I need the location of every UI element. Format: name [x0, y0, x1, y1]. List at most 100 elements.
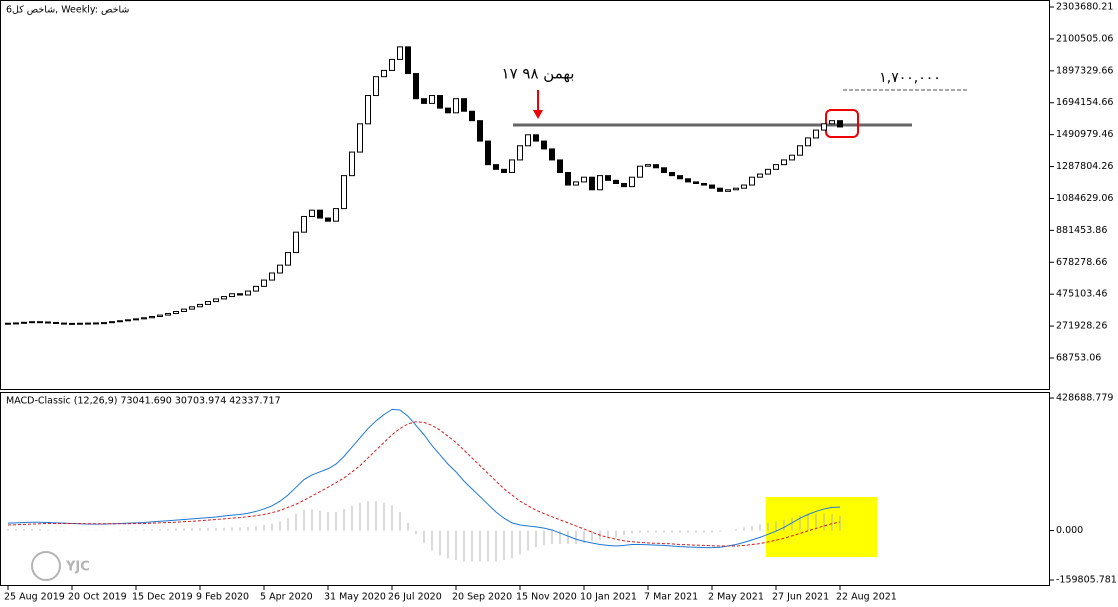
annotation: ۱۷ بهمن ۹۸ [502, 65, 575, 83]
macd-line [7, 408, 841, 549]
candle [541, 140, 547, 150]
candle [477, 120, 483, 142]
candle [421, 98, 427, 104]
candle [373, 76, 379, 97]
candle [37, 321, 43, 324]
candle [693, 181, 699, 184]
candle [365, 95, 371, 125]
y-tick-label: 1694154.66 [1056, 97, 1113, 108]
candle [765, 168, 771, 175]
candle [357, 123, 363, 153]
candle [453, 98, 459, 114]
candle [661, 167, 667, 173]
candle [237, 293, 243, 296]
y-tick-label: 0.000 [1056, 525, 1083, 536]
candle [117, 320, 123, 323]
candle [557, 159, 563, 173]
candle [797, 145, 803, 156]
candle [293, 231, 299, 254]
candle [349, 151, 355, 177]
candle [429, 95, 435, 104]
logo-icon [31, 551, 61, 581]
candle [325, 217, 331, 222]
candle [85, 322, 91, 325]
candle [757, 173, 763, 178]
candle [645, 164, 651, 167]
y-tick-label: 2100505.06 [1056, 33, 1113, 44]
y-tick-label: 1084629.06 [1056, 193, 1113, 204]
candle [445, 107, 451, 114]
x-tick-label: 25 Aug 2019 [4, 592, 65, 603]
candle [573, 181, 579, 186]
price-pane [0, 0, 1050, 390]
candle [93, 322, 99, 325]
candle [509, 159, 515, 173]
candle [261, 279, 267, 287]
x-tick-label: 15 Dec 2019 [132, 592, 193, 603]
candle [469, 110, 475, 122]
candle [749, 176, 755, 186]
candle [741, 184, 747, 189]
x-tick-label: 7 Mar 2021 [644, 592, 698, 603]
candle [405, 46, 411, 75]
candle [829, 120, 835, 125]
candle [389, 58, 395, 71]
logo: YJC [31, 551, 90, 581]
candle [493, 164, 499, 170]
candle [133, 318, 139, 321]
y-tick-label: 475103.46 [1056, 289, 1107, 300]
arrow-head [533, 110, 543, 119]
x-tick-label: 9 Feb 2020 [196, 592, 249, 603]
y-tick-label: 881453.86 [1056, 225, 1107, 236]
candle [45, 321, 51, 324]
candle [837, 120, 843, 128]
x-tick-label: 5 Apr 2020 [260, 592, 313, 603]
candle [269, 272, 275, 281]
candle [653, 164, 659, 169]
candle [629, 176, 635, 188]
annotation: ١,٧٠٠,٠٠٠ [879, 70, 941, 86]
candle [621, 182, 627, 188]
candle [341, 175, 347, 210]
candle [205, 301, 211, 305]
x-tick-label: 20 Oct 2019 [68, 592, 127, 603]
candle [589, 176, 595, 191]
candle [733, 187, 739, 191]
candle [637, 165, 643, 178]
candle [301, 215, 307, 233]
candle [437, 95, 443, 109]
candle [701, 182, 707, 186]
x-tick-label: 27 Jun 2021 [772, 592, 829, 603]
candle [53, 321, 59, 324]
y-tick-label: 1490979.46 [1056, 129, 1113, 140]
y-tick-label: 1897329.66 [1056, 65, 1113, 76]
candle [213, 298, 219, 303]
candle [189, 306, 195, 310]
candle [605, 175, 611, 181]
candle [485, 140, 491, 166]
candle [677, 175, 683, 180]
candle [61, 322, 67, 325]
signal-line [7, 421, 841, 547]
candle [669, 171, 675, 177]
y-tick-label: 2303680.21 [1056, 2, 1113, 13]
candle [109, 321, 115, 324]
y-tick-label: 68753.06 [1056, 353, 1101, 364]
candle [157, 314, 163, 318]
candle [229, 293, 235, 298]
x-tick-label: 10 Jan 2021 [580, 592, 637, 603]
candle [533, 134, 539, 142]
candle [173, 310, 179, 315]
logo-text: YJC [65, 560, 90, 575]
x-tick-label: 22 Aug 2021 [836, 592, 897, 603]
candle [165, 313, 171, 316]
candle [413, 73, 419, 100]
candle [141, 317, 147, 320]
macd-pane [0, 392, 1050, 586]
candle [517, 145, 523, 161]
candle [821, 123, 827, 131]
candle [21, 321, 27, 324]
candle [181, 308, 187, 312]
macd-title: MACD-Classic (12,26,9) 73041.690 30703.9… [6, 396, 281, 407]
candle [773, 164, 779, 170]
